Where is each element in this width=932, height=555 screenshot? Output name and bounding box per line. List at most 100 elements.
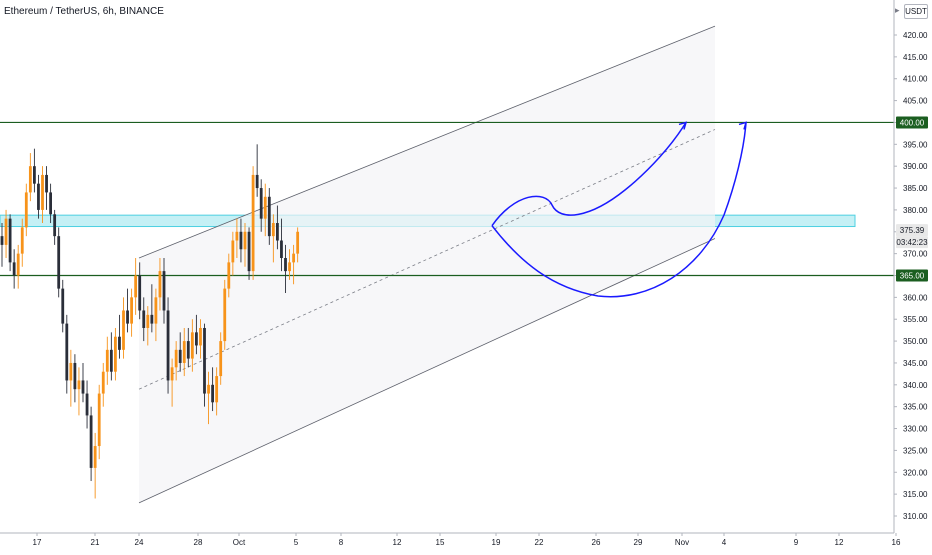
- y-tick-label: 385.00: [903, 184, 928, 193]
- candle-body: [239, 231, 243, 250]
- candle-body: [195, 332, 198, 346]
- forecast-arrow-head-1: [678, 121, 688, 130]
- y-tick-label: 340.00: [903, 381, 928, 390]
- x-tick-label: 28: [194, 538, 203, 547]
- candle-body: [186, 341, 190, 359]
- x-tick-label: 29: [634, 538, 643, 547]
- price-label-text: 365.00: [900, 272, 925, 281]
- candle-body: [0, 236, 4, 245]
- forecast-layer: [491, 121, 748, 298]
- x-tick-label: 12: [393, 538, 402, 547]
- x-tick-label: 26: [592, 538, 601, 547]
- candle-body: [211, 384, 214, 403]
- candles-layer: [0, 144, 300, 499]
- x-tick-label: 15: [436, 538, 445, 547]
- candle-body: [223, 288, 227, 342]
- candle-body: [215, 376, 219, 403]
- candle-body: [49, 192, 52, 215]
- x-tick-label: 16: [892, 538, 901, 547]
- y-tick-label: 355.00: [903, 315, 928, 324]
- axis-menu-arrow-icon[interactable]: ▸: [895, 5, 900, 15]
- candle-body: [33, 166, 36, 184]
- y-tick-label: 360.00: [903, 293, 928, 302]
- candle-body: [150, 314, 154, 324]
- x-tick-label: Nov: [675, 538, 689, 547]
- candle-body: [53, 214, 57, 237]
- candle-body: [178, 349, 182, 363]
- candle-body: [81, 380, 85, 394]
- x-tick-label: 17: [33, 538, 42, 547]
- y-tick-label: 320.00: [903, 468, 928, 477]
- x-tick-label: 5: [294, 538, 299, 547]
- candle-body: [134, 275, 138, 298]
- x-tick-label: 4: [722, 538, 727, 547]
- y-tick-label: 420.00: [903, 31, 928, 40]
- candle-body: [162, 271, 166, 311]
- candle-body: [41, 174, 44, 210]
- candle-body: [69, 362, 73, 381]
- candle-body: [267, 196, 271, 237]
- countdown-box: [896, 236, 928, 249]
- candle-body: [61, 288, 65, 324]
- forecast-path-up: [491, 122, 687, 227]
- candle-body: [109, 349, 113, 372]
- x-tick-label: 12: [835, 538, 844, 547]
- channel-layer: [138, 25, 716, 504]
- candle-body: [93, 446, 97, 468]
- candle-body: [158, 271, 162, 298]
- candle-body: [126, 310, 129, 324]
- candle-body: [288, 262, 291, 272]
- candle-body: [37, 183, 40, 210]
- candle-body: [8, 218, 12, 263]
- candle-body: [24, 192, 28, 228]
- candle-body: [190, 332, 194, 359]
- x-tick-label: 24: [135, 538, 144, 547]
- candle-body: [57, 236, 61, 289]
- candle-body: [142, 310, 146, 328]
- y-tick-label: 345.00: [903, 359, 928, 368]
- y-tick-label: 370.00: [903, 250, 928, 259]
- y-tick-label: 315.00: [903, 490, 928, 499]
- candle-body: [146, 314, 150, 328]
- y-tick-label: 330.00: [903, 425, 928, 434]
- currency-unit-badge[interactable]: USDT: [904, 4, 928, 19]
- candle-body: [219, 341, 223, 377]
- x-tick-label: 8: [339, 538, 344, 547]
- candle-body: [276, 223, 279, 241]
- candle-body: [101, 371, 105, 394]
- candle-body: [243, 231, 247, 250]
- candle-body: [28, 166, 32, 193]
- price-label-box: [896, 269, 928, 282]
- candle-body: [207, 384, 210, 394]
- candle-body: [296, 231, 300, 254]
- chart-title: Ethereum / TetherUS, 6h, BINANCE: [4, 6, 164, 17]
- candle-body: [166, 310, 170, 381]
- candle-body: [255, 174, 259, 189]
- y-tick-label: 410.00: [903, 75, 928, 84]
- candle-body: [170, 367, 174, 381]
- candle-body: [12, 262, 16, 276]
- x-tick-label: 22: [535, 538, 544, 547]
- y-tick-label: 395.00: [903, 140, 928, 149]
- candle-body: [114, 336, 117, 372]
- candle-body: [16, 253, 20, 276]
- candle-body: [77, 380, 81, 390]
- candle-body: [231, 240, 235, 263]
- x-tick-label: 19: [492, 538, 501, 547]
- x-tick-label: 21: [91, 538, 100, 547]
- candle-body: [73, 362, 77, 390]
- y-tick-label: 350.00: [903, 337, 928, 346]
- price-label-text: 400.00: [900, 118, 925, 127]
- channel-lower-line: [138, 238, 716, 504]
- candle-body: [97, 393, 101, 447]
- candle-body: [292, 253, 295, 263]
- y-tick-label: 310.00: [903, 512, 928, 521]
- candle-body: [247, 231, 251, 272]
- y-tick-label: 335.00: [903, 403, 928, 412]
- y-tick-label: 380.00: [903, 206, 928, 215]
- candle-body: [4, 218, 8, 245]
- candle-body: [65, 323, 69, 381]
